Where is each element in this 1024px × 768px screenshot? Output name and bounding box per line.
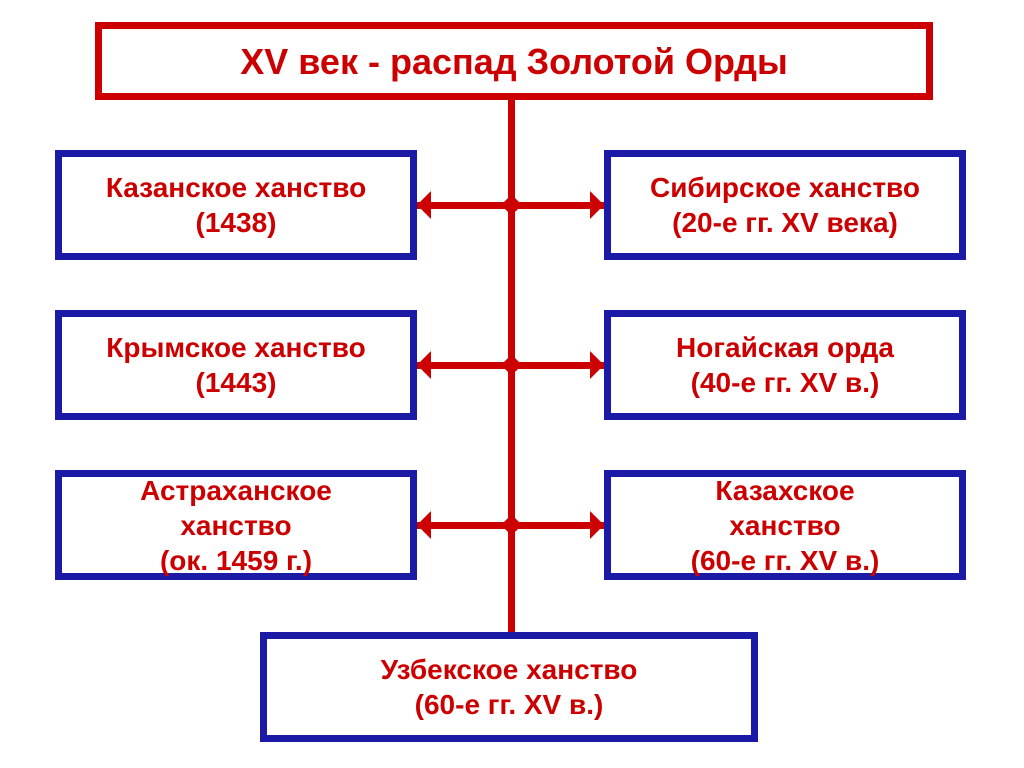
left-box-2-line-2: (ок. 1459 г.) [160, 543, 312, 578]
conn-left-arrow-out-1 [417, 351, 431, 379]
left-box-0: Казанское ханство(1438) [55, 150, 417, 260]
conn-right-arrow-out-1 [590, 351, 604, 379]
conn-right-arrow-out-2 [590, 511, 604, 539]
left-box-1-line-1: (1443) [196, 365, 277, 400]
right-box-2: Казахскоеханство(60-е гг. XV в.) [604, 470, 966, 580]
right-box-1-line-0: Ногайская орда [676, 330, 894, 365]
conn-left-arrow-out-0 [417, 191, 431, 219]
left-box-1-line-0: Крымское ханство [106, 330, 365, 365]
right-box-2-line-1: ханство [729, 508, 840, 543]
right-box-1: Ногайская орда(40-е гг. XV в.) [604, 310, 966, 420]
left-box-2-line-1: ханство [180, 508, 291, 543]
left-box-2-line-0: Астраханское [140, 473, 332, 508]
right-box-1-line-1: (40-е гг. XV в.) [691, 365, 880, 400]
left-box-0-line-1: (1438) [196, 205, 277, 240]
right-box-2-line-2: (60-е гг. XV в.) [691, 543, 880, 578]
right-box-0: Сибирское ханство(20-е гг. XV века) [604, 150, 966, 260]
right-box-2-line-0: Казахское [715, 473, 854, 508]
left-box-0-line-0: Казанское ханство [106, 170, 366, 205]
conn-right-arrow-in-2 [501, 511, 515, 539]
bottom-box: Узбекское ханство(60-е гг. XV в.) [260, 632, 758, 742]
title-box-line-0: XV век - распад Золотой Орды [240, 39, 787, 84]
left-box-1: Крымское ханство(1443) [55, 310, 417, 420]
right-box-0-line-1: (20-е гг. XV века) [672, 205, 898, 240]
bottom-box-line-1: (60-е гг. XV в.) [415, 687, 604, 722]
left-box-2: Астраханскоеханство(ок. 1459 г.) [55, 470, 417, 580]
right-box-0-line-0: Сибирское ханство [650, 170, 920, 205]
bottom-box-line-0: Узбекское ханство [381, 652, 638, 687]
conn-right-arrow-in-0 [501, 191, 515, 219]
title-box: XV век - распад Золотой Орды [95, 22, 933, 100]
conn-left-arrow-out-2 [417, 511, 431, 539]
conn-right-arrow-in-1 [501, 351, 515, 379]
conn-right-arrow-out-0 [590, 191, 604, 219]
